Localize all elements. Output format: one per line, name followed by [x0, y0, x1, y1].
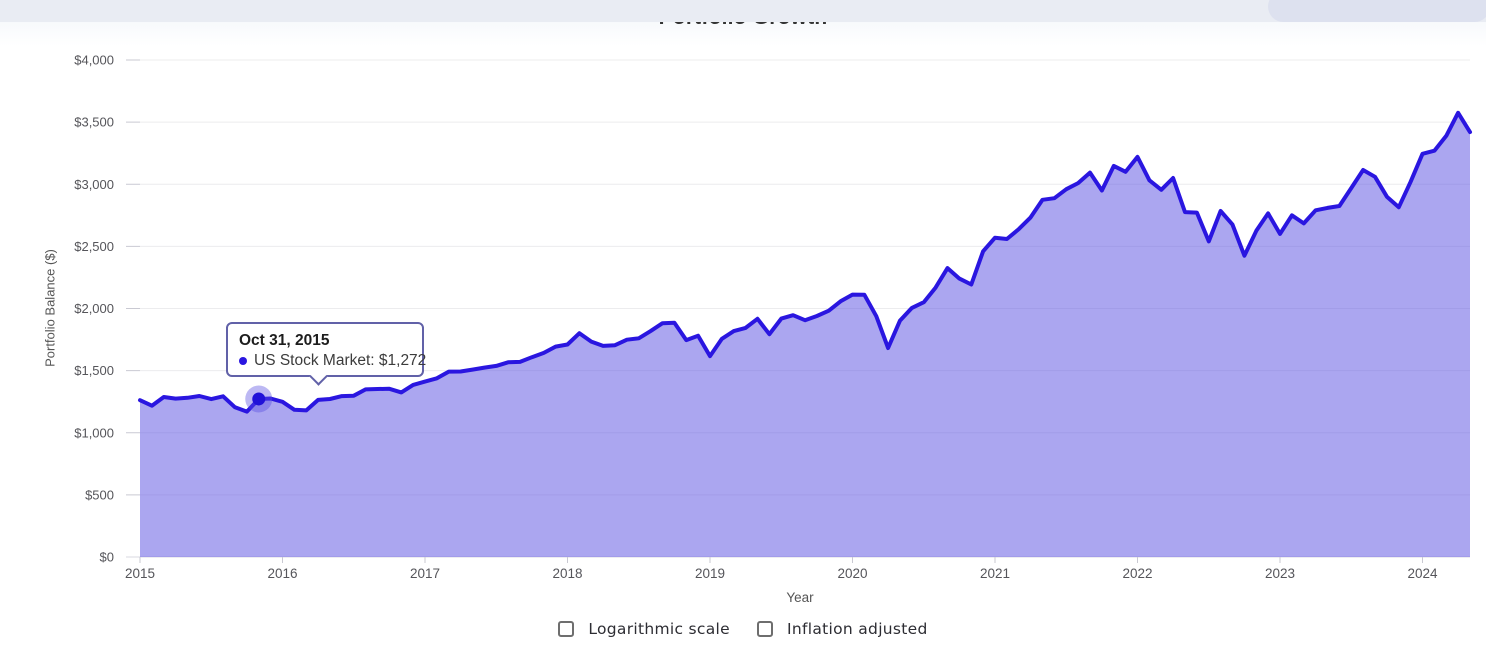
- svg-text:$2,500: $2,500: [74, 239, 114, 254]
- svg-text:$1,000: $1,000: [74, 425, 114, 440]
- y-axis: $0 $500 $1,000 $1,500 $2,000 $2,500 $3,000 $3,5…: [74, 53, 140, 565]
- svg-text:2018: 2018: [552, 566, 582, 581]
- x-axis: 2015 2016 2017 2018 2019 2020 2021 2022 2023 2024: [125, 556, 1470, 581]
- svg-text:$3,000: $3,000: [74, 177, 114, 192]
- header-bar: [0, 0, 1486, 22]
- portfolio-growth-chart[interactable]: $0 $500 $1,000 $1,500 $2,000 $2,500 $3,000 $3,5…: [0, 0, 1486, 615]
- svg-text:2021: 2021: [980, 566, 1010, 581]
- x-axis-title: Year: [786, 590, 814, 605]
- svg-text:2019: 2019: [695, 566, 725, 581]
- svg-text:2023: 2023: [1265, 566, 1295, 581]
- inflation-adjusted-option: Inflation adjusted: [756, 620, 928, 638]
- svg-text:2022: 2022: [1122, 566, 1152, 581]
- chart-tooltip: Oct 31, 2015 US Stock Market: $1,272: [226, 322, 427, 386]
- svg-text:$1,500: $1,500: [74, 363, 114, 378]
- series-line: [138, 110, 1472, 414]
- svg-text:$3,500: $3,500: [74, 115, 114, 130]
- highlighted-point[interactable]: [245, 385, 273, 413]
- y-axis-title: Portfolio Balance ($): [42, 249, 58, 367]
- tooltip-series-value: US Stock Market: $1,272: [254, 352, 427, 370]
- svg-text:$0: $0: [100, 550, 114, 565]
- logarithmic-scale-option: Logarithmic scale: [558, 620, 730, 638]
- svg-text:2017: 2017: [410, 566, 440, 581]
- svg-text:2024: 2024: [1407, 566, 1438, 581]
- svg-text:2020: 2020: [837, 566, 867, 581]
- svg-text:$500: $500: [85, 487, 114, 502]
- header-fade: [0, 22, 1486, 46]
- svg-text:$2,000: $2,000: [74, 301, 114, 316]
- svg-text:$4,000: $4,000: [74, 53, 114, 68]
- top-right-button[interactable]: [1268, 0, 1486, 22]
- logarithmic-scale-checkbox[interactable]: [558, 621, 575, 637]
- tooltip-date: Oct 31, 2015: [239, 332, 330, 349]
- svg-text:2016: 2016: [267, 566, 297, 581]
- inflation-adjusted-label[interactable]: Inflation adjusted: [786, 620, 928, 638]
- logarithmic-scale-label[interactable]: Logarithmic scale: [588, 620, 730, 638]
- series-bullet-icon: [239, 357, 247, 366]
- area-fill: [140, 112, 1470, 558]
- chart-options: Logarithmic scale Inflation adjusted: [0, 620, 1486, 638]
- inflation-adjusted-checkbox[interactable]: [756, 621, 773, 637]
- svg-text:2015: 2015: [125, 566, 155, 581]
